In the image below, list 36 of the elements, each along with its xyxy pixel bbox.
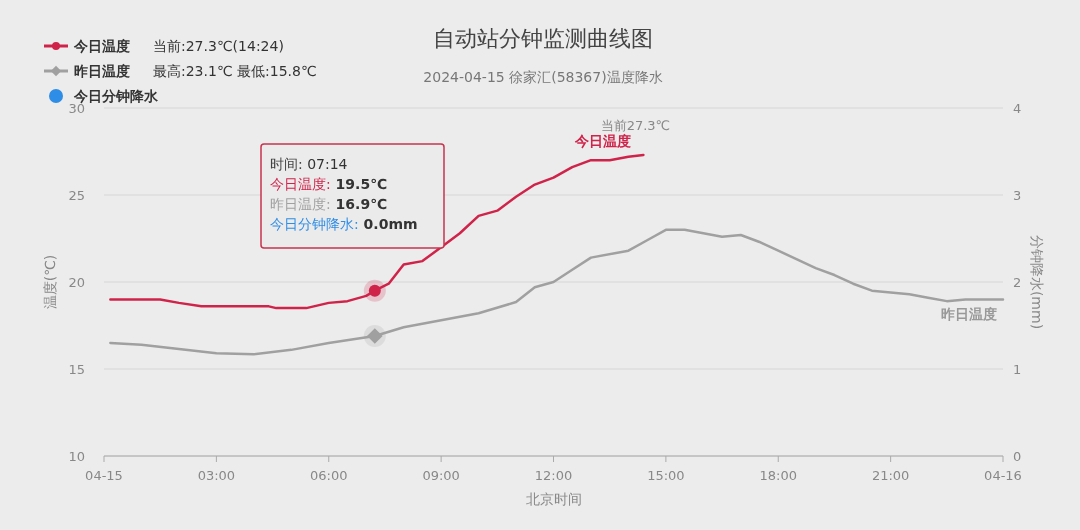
x-tick-label: 04-15 — [85, 468, 123, 483]
x-tick-label: 12:00 — [534, 468, 573, 483]
y2-tick-label: 0 — [1013, 449, 1022, 464]
x-tick-label: 03:00 — [197, 468, 236, 483]
chart-subtitle: 2024-04-15 徐家汇(58367)温度降水 — [423, 69, 663, 85]
y2-tick-label: 2 — [1013, 275, 1022, 290]
y-tick-label: 10 — [68, 449, 85, 464]
y-tick-label: 20 — [68, 275, 85, 290]
x-tick-label: 06:00 — [310, 468, 348, 483]
y-axis-title: 温度(℃) — [42, 254, 58, 310]
x-tick-label: 21:00 — [871, 468, 910, 483]
y2-axis-title: 分钟降水(mm) — [1029, 234, 1045, 330]
line-series — [109, 153, 645, 310]
legend-label: 今日温度 — [73, 38, 130, 54]
annotation: 今日分钟降水: 0.0mm — [270, 216, 418, 232]
y-tick-label: 15 — [68, 362, 85, 377]
annotation: 昨日温度 — [941, 306, 997, 323]
x-tick-label: 15:00 — [647, 468, 685, 483]
text: 当前:27.3℃(14:24) — [153, 38, 284, 54]
legend-label: 今日分钟降水 — [73, 88, 159, 104]
x-axis-title: 北京时间 — [525, 491, 582, 507]
y2-tick-label: 1 — [1013, 362, 1022, 377]
annotation: 时间: 07:14 — [270, 156, 348, 172]
annotation: 当前27.3℃ — [600, 117, 671, 133]
annotation: 今日温度 — [574, 132, 632, 149]
x-tick-label: 04-16 — [984, 468, 1022, 483]
text: 最高:23.1℃ 最低:15.8℃ — [153, 63, 317, 79]
y-tick-label: 25 — [68, 188, 85, 203]
x-tick-label: 18:00 — [759, 468, 797, 483]
y2-tick-label: 3 — [1013, 188, 1022, 203]
legend-label: 昨日温度 — [74, 63, 130, 79]
chart-title: 自动站分钟监测曲线图 — [433, 26, 653, 51]
y2-tick-label: 4 — [1013, 101, 1022, 116]
annotation: 今日温度: 19.5℃ — [270, 176, 388, 192]
annotation: 昨日温度: 16.9℃ — [270, 196, 388, 212]
x-tick-label: 09:00 — [422, 468, 460, 483]
